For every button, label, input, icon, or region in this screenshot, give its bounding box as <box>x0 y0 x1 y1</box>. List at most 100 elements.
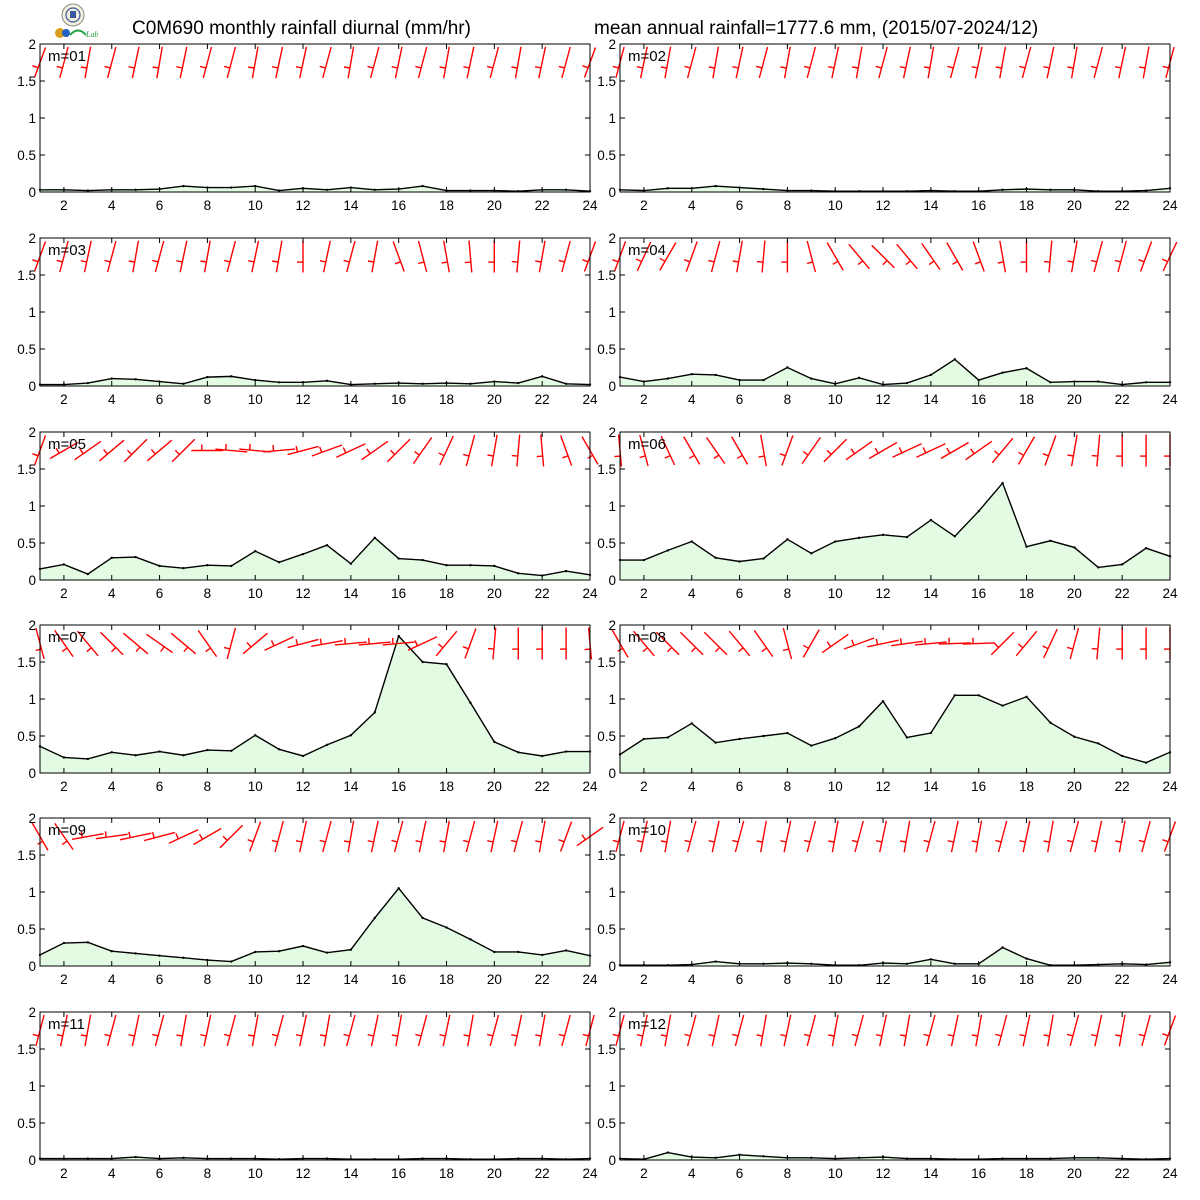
x-tick-label: 12 <box>876 1166 891 1181</box>
wind-barb-shaft <box>84 1014 92 1047</box>
rainfall-point <box>714 960 717 963</box>
x-tick-label: 12 <box>876 392 891 407</box>
wind-barb-flag <box>80 1034 88 1037</box>
rainfall-point <box>373 536 376 540</box>
rainfall-point <box>929 373 933 377</box>
wind-barb-shaft <box>1015 630 1038 657</box>
wind-barb-flag <box>80 66 88 69</box>
wind-barb-shaft <box>538 820 546 853</box>
wind-barb-flag <box>344 637 346 645</box>
wind-barb <box>297 240 304 273</box>
wind-barb-flag <box>271 839 278 843</box>
wind-barb-shaft <box>538 240 546 273</box>
wind-barb-shaft <box>311 640 343 647</box>
rainfall-point <box>158 564 161 568</box>
wind-barb-shaft <box>226 627 237 660</box>
wind-barb-flag <box>80 831 83 838</box>
wind-barb <box>916 443 946 458</box>
wind-barb-shaft <box>322 240 331 273</box>
y-tick-label: 0.5 <box>17 536 36 551</box>
wind-barb-flag <box>947 840 954 843</box>
wind-barb-shaft <box>203 1014 212 1047</box>
wind-barb-flag <box>899 638 903 645</box>
wind-barb-flag <box>684 65 691 69</box>
wind-barb-shaft <box>892 443 922 458</box>
wind-barb <box>914 637 947 646</box>
wind-barb-flag <box>756 65 763 69</box>
wind-barb <box>780 820 792 853</box>
rainfall-point <box>254 184 257 188</box>
x-tick-label: 24 <box>582 972 598 987</box>
rainfall-point <box>421 660 424 664</box>
x-tick-label: 2 <box>640 198 648 213</box>
rainfall-point <box>642 737 646 741</box>
wind-barb-shaft <box>242 632 268 655</box>
x-tick-label: 16 <box>971 1166 986 1181</box>
wind-barb <box>128 1014 140 1047</box>
wind-barb-flag <box>851 839 858 843</box>
rainfall-point <box>1049 539 1052 542</box>
wind-barb <box>32 47 47 78</box>
x-tick-label: 24 <box>582 779 598 794</box>
x-tick-label: 4 <box>108 972 116 987</box>
wind-barb-flag <box>486 1033 494 1037</box>
panel-m-05: 00.511.522 4 6 8 10 12 14 16 18 20 22 24m=05 <box>17 425 599 601</box>
wind-barb-flag <box>1066 839 1074 843</box>
wind-barb-flag <box>612 65 619 69</box>
wind-barb-shaft <box>686 1014 697 1047</box>
y-tick-label: 0.5 <box>597 342 616 357</box>
wind-barb <box>559 435 573 466</box>
wind-barb-shaft <box>664 820 672 853</box>
rainfall-point <box>857 536 861 540</box>
wind-barb-flag <box>826 641 832 648</box>
x-tick-label: 14 <box>923 779 939 794</box>
panel-m-08: 00.511.522 4 6 8 10 12 14 16 18 20 22 24m=08 <box>597 618 1178 794</box>
wind-barb-shaft <box>735 46 744 79</box>
wind-barb-flag <box>946 447 951 454</box>
wind-barb-shaft <box>251 240 260 273</box>
wind-barb <box>1019 46 1032 79</box>
wind-barb-flag <box>802 644 809 649</box>
wind-barb-shaft <box>753 629 774 658</box>
wind-barb-shaft <box>736 240 743 273</box>
wind-barb <box>95 831 128 840</box>
wind-barb <box>272 240 283 273</box>
emblem-icon: Lab <box>55 3 98 39</box>
rainfall-point <box>564 949 568 952</box>
wind-barb-shaft <box>806 820 817 853</box>
wind-barb-flag <box>198 833 204 840</box>
rainfall-point <box>690 372 693 376</box>
rainfall-point <box>493 564 496 568</box>
wind-barb-flag <box>319 1034 327 1037</box>
x-tick-label: 18 <box>439 972 454 987</box>
rainfall-point <box>517 950 520 954</box>
wind-barb-flag <box>899 1034 907 1037</box>
wind-barb-shaft <box>74 440 102 461</box>
wind-barb-flag <box>756 840 763 843</box>
wind-barb-shaft <box>122 632 149 655</box>
wind-barb-shaft <box>806 46 817 79</box>
x-tick-label: 14 <box>343 198 359 213</box>
rainfall-point <box>905 736 909 739</box>
wind-barb <box>636 1014 648 1047</box>
rainfall-point <box>230 564 233 568</box>
wind-barb-flag <box>758 455 765 458</box>
wind-barb <box>382 637 415 646</box>
x-tick-label: 22 <box>1115 972 1130 987</box>
wind-barb-shaft <box>1022 1014 1031 1047</box>
wind-barb <box>54 629 74 658</box>
x-tick-label: 14 <box>923 586 939 601</box>
wind-barb-flag <box>462 646 469 650</box>
rainfall-point <box>254 378 257 382</box>
wind-barb <box>659 242 677 271</box>
wind-barb-flag <box>684 839 691 843</box>
rainfall-line <box>40 375 591 386</box>
y-tick-label: 0.5 <box>597 729 616 744</box>
rainfall-point <box>953 535 956 538</box>
x-tick-label: 20 <box>487 972 502 987</box>
svg-text:Lab: Lab <box>85 30 98 39</box>
rainfall-point <box>666 377 670 380</box>
wind-barb-shaft <box>711 820 720 853</box>
wind-barb <box>248 46 259 79</box>
wind-barb-shaft <box>903 820 911 853</box>
